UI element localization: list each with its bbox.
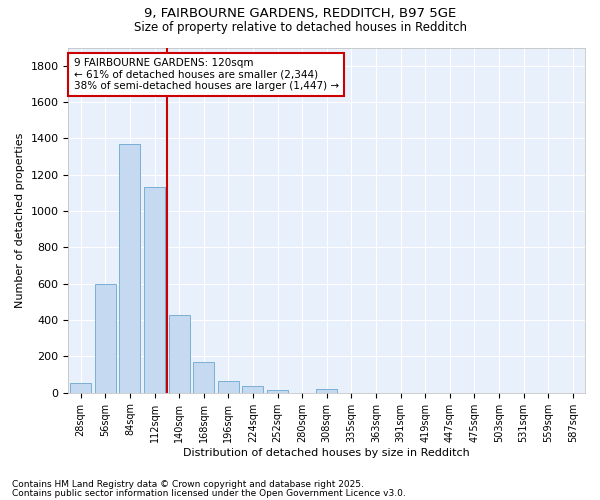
Bar bbox=[193, 362, 214, 392]
Text: Size of property relative to detached houses in Redditch: Size of property relative to detached ho… bbox=[133, 21, 467, 34]
Text: 9, FAIRBOURNE GARDENS, REDDITCH, B97 5GE: 9, FAIRBOURNE GARDENS, REDDITCH, B97 5GE bbox=[144, 8, 456, 20]
X-axis label: Distribution of detached houses by size in Redditch: Distribution of detached houses by size … bbox=[184, 448, 470, 458]
Bar bbox=[242, 386, 263, 392]
Bar bbox=[218, 381, 239, 392]
Text: Contains HM Land Registry data © Crown copyright and database right 2025.: Contains HM Land Registry data © Crown c… bbox=[12, 480, 364, 489]
Text: 9 FAIRBOURNE GARDENS: 120sqm
← 61% of detached houses are smaller (2,344)
38% of: 9 FAIRBOURNE GARDENS: 120sqm ← 61% of de… bbox=[74, 58, 338, 91]
Text: Contains public sector information licensed under the Open Government Licence v3: Contains public sector information licen… bbox=[12, 489, 406, 498]
Bar bbox=[144, 188, 165, 392]
Bar bbox=[267, 390, 288, 392]
Bar bbox=[95, 284, 116, 393]
Y-axis label: Number of detached properties: Number of detached properties bbox=[15, 132, 25, 308]
Bar bbox=[169, 314, 190, 392]
Bar bbox=[70, 382, 91, 392]
Bar bbox=[119, 144, 140, 392]
Bar bbox=[316, 390, 337, 392]
